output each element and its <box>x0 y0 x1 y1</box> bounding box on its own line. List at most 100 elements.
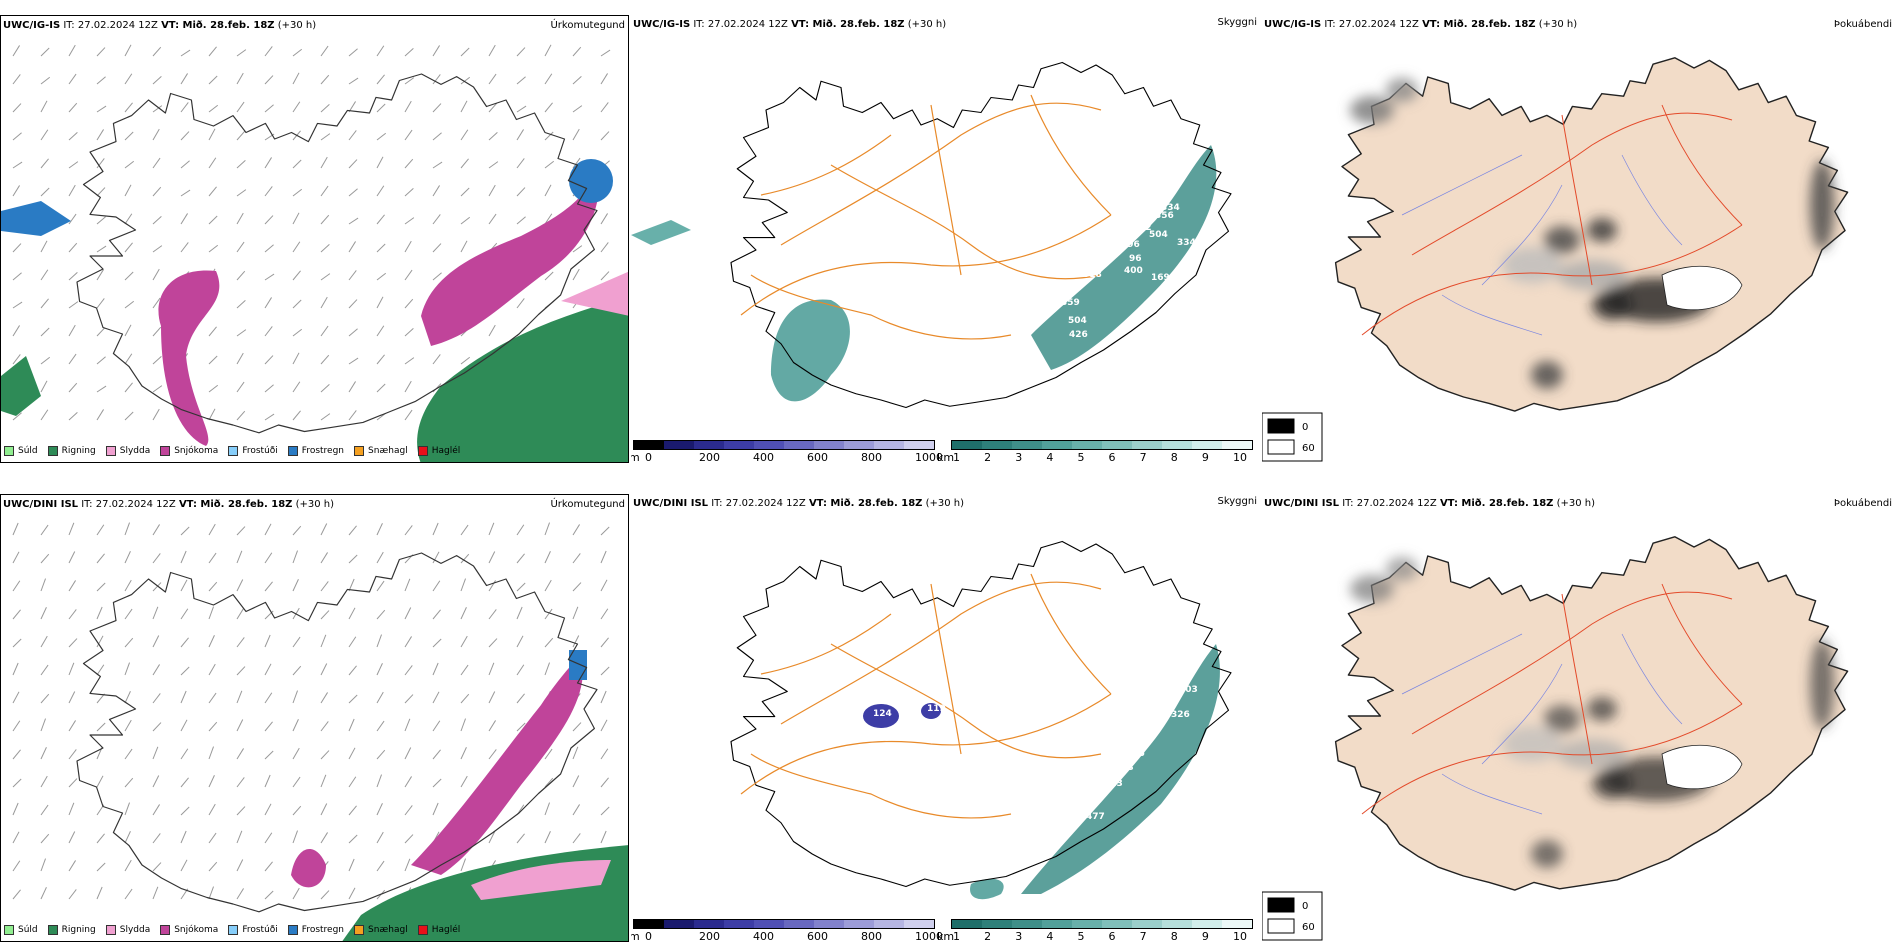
visibility-map: 298 477 423 203 366 412 249 309 303 326 308 124 119 4… <box>730 540 1232 900</box>
legend-label: Frostregn <box>301 446 345 456</box>
panel-title: Skyggni <box>1217 496 1257 507</box>
legend-swatch <box>228 925 239 935</box>
panel-ptype-bottom: UWC/DINI ISL IT: 27.02.2024 12Z VT: Mið.… <box>0 494 629 942</box>
legend-swatch <box>287 446 298 456</box>
scale-swatch <box>1042 441 1072 449</box>
visibility-value-label: 309 <box>1145 695 1164 705</box>
panel-title: Úrkomutegund <box>550 20 625 31</box>
scale-tick: 6 <box>1108 930 1116 943</box>
legend-label: Slydda <box>119 446 151 456</box>
panel-title: Þokuábendi <box>1833 19 1892 30</box>
scale-swatch <box>1012 441 1042 449</box>
legend-swatch <box>47 446 58 456</box>
scale-swatch <box>844 441 874 449</box>
fog-map: 0 60 <box>1262 536 1849 941</box>
visibility-value-label: 82 <box>1139 223 1152 233</box>
iceland-outline <box>76 73 598 434</box>
scale-swatch <box>634 441 664 449</box>
scale-swatch <box>1162 441 1192 449</box>
scale-tick: 400 <box>753 930 774 943</box>
low-visibility-area <box>1021 644 1220 894</box>
legend-label: Frostúði <box>242 925 278 935</box>
panel-fog-bottom: UWC/DINI ISL IT: 27.02.2024 12Z VT: Mið.… <box>1262 494 1900 944</box>
visibility-value-label: 296 <box>1121 240 1140 250</box>
legend-swatch <box>354 925 365 935</box>
scale-tick: 0 <box>645 930 652 943</box>
wind-barbs <box>12 522 610 900</box>
panel-title: Þokuábendi <box>1833 498 1892 509</box>
scale-unit: m <box>631 451 640 464</box>
panel-header: UWC/IG-IS IT: 27.02.2024 12Z VT: Mið. 28… <box>633 19 947 30</box>
legend-item: Slydda <box>105 446 151 456</box>
ptype-legend: Súld Rigning Slydda Snjókoma Frostúði Frostre… <box>4 446 460 456</box>
snow-area <box>411 655 583 875</box>
visibility-value-label: 504 <box>1149 230 1168 240</box>
scale-swatch <box>1132 920 1162 928</box>
fog-legend-swatch <box>1267 439 1295 455</box>
sleet-area <box>471 860 611 900</box>
legend-swatch <box>417 446 428 456</box>
legend-item: Rigning <box>47 446 96 456</box>
road-network <box>740 94 1112 340</box>
scale-swatch <box>814 920 844 928</box>
legend-swatch <box>47 925 58 935</box>
scale-tick: 4 <box>1046 451 1054 464</box>
rivers <box>1401 633 1683 815</box>
scale-tick: 7 <box>1139 451 1147 464</box>
legend-item: Frostúði <box>228 925 278 935</box>
scale-swatch <box>844 920 874 928</box>
scale-swatch <box>952 920 982 928</box>
scale-unit: m <box>631 930 640 943</box>
fog-legend-swatch <box>1267 897 1295 913</box>
visibility-value-label: 477 <box>931 849 950 859</box>
iceland-outline <box>730 61 1232 409</box>
scale-tick: 2 <box>984 930 992 943</box>
panel-visibility-bottom: UWC/DINI ISL IT: 27.02.2024 12Z VT: Mið.… <box>631 494 1260 944</box>
scale-swatch <box>1192 920 1222 928</box>
scale-tick: 800 <box>861 451 882 464</box>
fog-legend-label: 0 <box>1302 422 1308 433</box>
scale-swatch <box>1072 441 1102 449</box>
scale-tick: 5 <box>1077 930 1085 943</box>
visibility-scale-bar <box>951 440 1253 450</box>
legend-item: Rigning <box>47 925 96 935</box>
panel-title: Úrkomutegund <box>550 499 625 510</box>
visibility-value-label: 334 <box>1161 203 1180 213</box>
scale-tick: 4 <box>1046 930 1054 943</box>
legend-label: Haglél <box>431 446 461 456</box>
legend-label: Rigning <box>61 925 96 935</box>
visibility-value-label: 412 <box>1136 732 1155 742</box>
legend-label: Slydda <box>119 925 151 935</box>
legend-label: Snæhagl <box>368 446 408 456</box>
legend-label: Snæhagl <box>368 925 408 935</box>
legend-label: Rigning <box>61 446 96 456</box>
scale-tick: 200 <box>699 930 720 943</box>
visibility-value-label: 426 <box>1069 330 1088 340</box>
visibility-value-label: 124 <box>873 709 892 719</box>
legend-label: Snjókoma <box>174 446 219 456</box>
scale-tick: 1000 <box>915 930 943 943</box>
legend-swatch <box>287 925 298 935</box>
scale-swatch <box>1072 920 1102 928</box>
iceland-outline <box>730 540 1232 888</box>
fog-index-field <box>1350 557 1834 868</box>
legend-item: Slydda <box>105 925 151 935</box>
scale-swatch <box>904 920 934 928</box>
legend-label: Frostúði <box>242 446 278 456</box>
scale-swatch <box>664 920 694 928</box>
legend-item: Frostregn <box>287 925 344 935</box>
scale-swatch <box>664 441 694 449</box>
scale-swatch <box>694 441 724 449</box>
visibility-value-label: 334 <box>1177 238 1196 248</box>
visibility-value-label: 400 <box>1124 266 1143 276</box>
visibility-value-label: 203 <box>1115 763 1134 773</box>
scale-swatch <box>1102 920 1132 928</box>
scale-swatch <box>874 920 904 928</box>
low-visibility-area <box>771 299 850 402</box>
scale-swatch <box>724 920 754 928</box>
visibility-value-label: 298 <box>1086 792 1105 802</box>
legend-item: Snjókoma <box>160 925 218 935</box>
snow-area <box>291 848 326 888</box>
visibility-value-label: 363 <box>1101 248 1120 258</box>
